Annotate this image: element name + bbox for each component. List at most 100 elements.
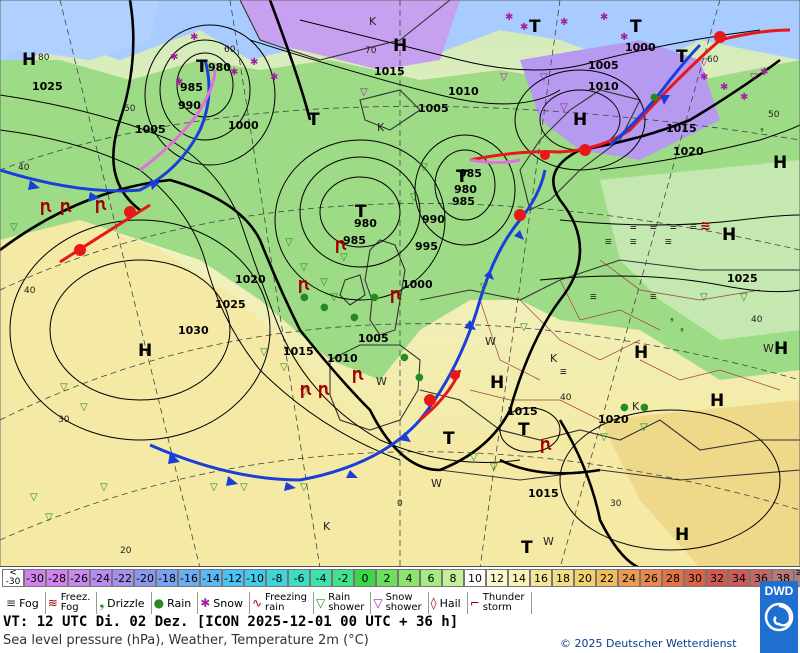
legend-item: ✱ Snow (198, 592, 250, 614)
legend-label: shower (328, 602, 365, 613)
pressure-label: 1020 (235, 273, 266, 286)
pressure-label: 1010 (327, 352, 358, 365)
svg-text:▽: ▽ (240, 482, 248, 493)
svg-text:▽: ▽ (10, 222, 18, 233)
pressure-label: 985 (459, 167, 482, 180)
svg-text:≡: ≡ (630, 235, 637, 248)
parameter-description: Sea level pressure (hPa), Weather, Tempe… (3, 633, 369, 648)
svg-text:▽: ▽ (750, 72, 758, 83)
svg-text:Ꞃ: Ꞃ (300, 384, 312, 399)
weather-symbols: ▽▽▽ ▽▽▽ ▽▽▽ ▽▽▽ ▽▽▽ ▽ ▽▽ ▽▽▽ ▽▽▽ ▽▽▽ ●●● … (10, 12, 768, 523)
legend-label: storm (482, 602, 512, 613)
temperature-scale-cell: 6 (420, 569, 442, 587)
svg-text:▽: ▽ (500, 72, 508, 83)
svg-text:▽: ▽ (300, 262, 308, 273)
lat-label: 80 (38, 53, 50, 63)
svg-text:≡: ≡ (650, 220, 657, 233)
svg-text:▽: ▽ (560, 102, 568, 113)
legend-label: Fog (60, 602, 79, 613)
lat-label: 30 (58, 415, 70, 425)
pressure-label: 1005 (588, 59, 619, 72)
scale-unit-top: < (9, 568, 17, 578)
svg-text:▽: ▽ (80, 402, 88, 413)
svg-text:▽: ▽ (540, 72, 548, 83)
lat-label: 40 (24, 286, 36, 296)
pressure-label: 1025 (32, 80, 63, 93)
temperature-scale-cell: -22 (112, 569, 134, 587)
pressure-label: 995 (415, 240, 438, 253)
low-center: T (443, 429, 455, 449)
pressure-label: 980 (208, 61, 231, 74)
svg-text:▽: ▽ (470, 452, 478, 463)
svg-text:✱: ✱ (170, 52, 178, 63)
high-center: H (138, 341, 152, 361)
pressure-label: 1000 (228, 119, 259, 132)
svg-text:✱: ✱ (720, 82, 728, 93)
svg-text:Ꞃ: Ꞃ (40, 201, 52, 216)
temperature-scale-cell: 26 (640, 569, 662, 587)
lat-label: 40 (751, 315, 763, 325)
svg-text:▽: ▽ (280, 362, 288, 373)
high-center: H (490, 373, 504, 393)
svg-text:▽: ▽ (300, 482, 308, 493)
svg-text:≡: ≡ (560, 365, 567, 378)
pressure-label: 1015 (666, 122, 697, 135)
pressure-label: 985 (343, 234, 366, 247)
very-cold-region-greenland (240, 0, 460, 70)
lat-label: 60 (707, 55, 719, 65)
svg-text:▽: ▽ (520, 322, 528, 333)
legend-symbol-icon: ≡ (6, 596, 17, 610)
temperature-scale-cell: 16 (530, 569, 552, 587)
legend-symbol-icon: ✱ (200, 596, 211, 610)
temperature-scale-cell: 12 (486, 569, 508, 587)
pressure-label: 1005 (418, 102, 449, 115)
weather-legend: ≡ Fog ≋ Freez. Fog ❟ Drizzle ● Rain ✱ Snow ∿ Freezin… (4, 592, 532, 614)
temp-tag: W (376, 375, 387, 388)
scale-unit-bottom: -30 (5, 577, 21, 587)
legend-item: ● Rain (152, 592, 199, 614)
svg-text:❟: ❟ (680, 322, 684, 333)
svg-text:●: ● (415, 372, 424, 383)
legend-label: rain (265, 602, 285, 613)
pressure-centers: H T T H T H T T H H H H H T T T H H T H … (22, 17, 788, 558)
svg-text:Ꞃ: Ꞃ (60, 201, 72, 216)
svg-text:●: ● (640, 402, 649, 413)
svg-text:✱: ✱ (700, 72, 708, 83)
legend-label: shower (385, 602, 422, 613)
high-center: H (710, 391, 724, 411)
svg-text:▽: ▽ (45, 512, 53, 523)
legend-symbol-icon: ▽ (315, 596, 326, 610)
temperature-scale-cell: -24 (90, 569, 112, 587)
temperature-scale-cell: -20 (134, 569, 156, 587)
svg-text:▽: ▽ (490, 462, 498, 473)
svg-text:▽: ▽ (210, 482, 218, 493)
temp-tag: K (369, 15, 377, 28)
svg-text:Ꞃ: Ꞃ (298, 279, 310, 294)
pressure-label: 1030 (178, 324, 209, 337)
temp-tag: K (550, 352, 558, 365)
lat-label: 0 (397, 499, 403, 509)
svg-text:≡: ≡ (665, 235, 672, 248)
occluded-front-north (469, 158, 521, 164)
pressure-label: 990 (178, 99, 201, 112)
warm-front-west (59, 203, 151, 264)
svg-text:✱: ✱ (250, 57, 258, 68)
legend-label: Snow (385, 592, 413, 603)
pressure-label: 1010 (588, 80, 619, 93)
low-center: T (196, 57, 208, 77)
svg-text:●: ● (400, 352, 409, 363)
warm-front-north (469, 28, 791, 162)
scale-unit-right-top: ≥40 (795, 568, 800, 578)
high-center: H (722, 225, 736, 245)
low-center: T (529, 17, 541, 37)
svg-text:≋: ≋ (700, 219, 711, 234)
svg-text:Ꞃ: Ꞃ (335, 239, 347, 254)
svg-text:▽: ▽ (300, 387, 308, 398)
legend-item: ❟ Drizzle (97, 592, 152, 614)
legend-panel: < -30 -30 -28 -26 -24 -22 -20 -18 -16 -14 -12 -10-… (0, 566, 800, 653)
svg-text:✱: ✱ (740, 92, 748, 103)
pressure-label: 1015 (374, 65, 405, 78)
legend-label: Rain (167, 596, 192, 610)
legend-label: Fog (19, 596, 39, 610)
temperature-scale-cell: -8 (266, 569, 288, 587)
